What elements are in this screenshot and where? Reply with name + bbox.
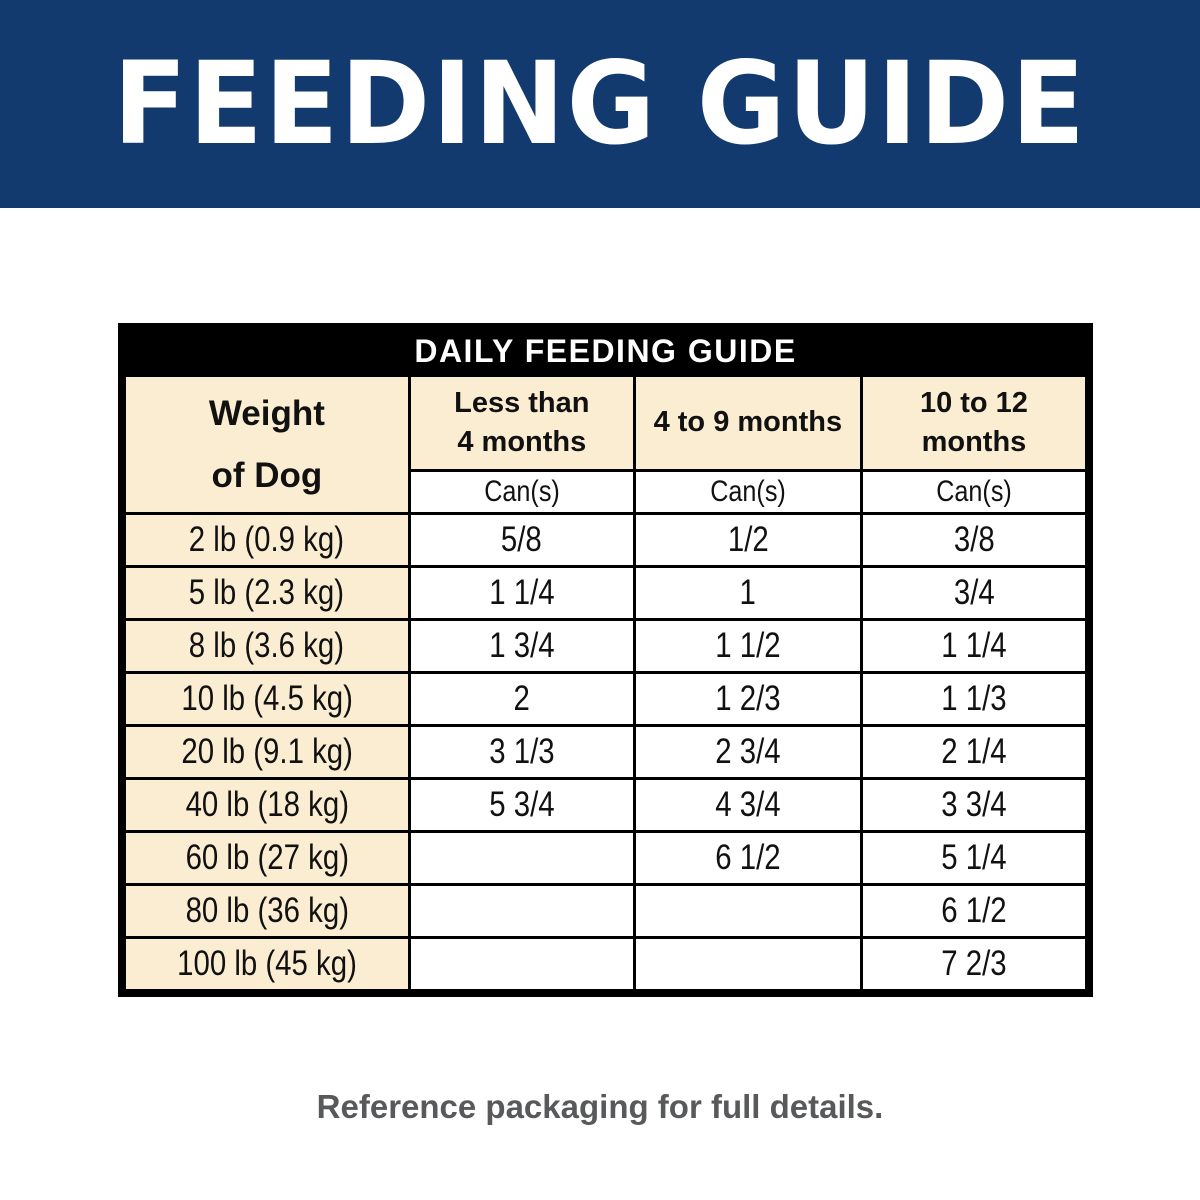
value-cell	[632, 883, 863, 939]
month-header-label: Less than 4 months	[454, 386, 590, 458]
weight-value: 10 lb (4.5 kg)	[181, 679, 353, 718]
value-cell: 1	[632, 565, 863, 621]
month-header-label: 4 to 9 months	[653, 406, 843, 439]
unit-cell-0: Can(s)	[407, 469, 636, 515]
weight-value: 20 lb (9.1 kg)	[181, 732, 353, 771]
banner: FEEDING GUIDE	[0, 0, 1200, 208]
value-cell: 5 3/4	[407, 777, 636, 833]
weight-cell: 40 lb (18 kg)	[123, 777, 411, 833]
month-header-label: 10 to 12 months	[919, 386, 1028, 458]
month-header-cell-0: Less than 4 months	[407, 374, 636, 472]
value-cell	[407, 830, 636, 886]
weight-cell: 8 lb (3.6 kg)	[123, 618, 411, 674]
value-cell: 1 1/2	[632, 618, 863, 674]
weight-value: 60 lb (27 kg)	[185, 838, 349, 877]
value-cell: 1 2/3	[632, 671, 863, 727]
value-cell: 3/8	[859, 512, 1089, 568]
cans-value: 5 1/4	[941, 838, 1007, 877]
weight-value: 5 lb (2.3 kg)	[189, 573, 345, 612]
unit-cell-1: Can(s)	[632, 469, 863, 515]
value-cell	[407, 936, 636, 992]
footer-note: Reference packaging for full details.	[316, 1088, 884, 1125]
value-cell	[632, 936, 863, 992]
table-title: DAILY FEEDING GUIDE	[123, 328, 1088, 374]
value-cell: 5 1/4	[859, 830, 1089, 886]
table-row: 80 lb (36 kg) 6 1/2	[123, 883, 1089, 939]
month-header-cell-2: 10 to 12 months	[859, 374, 1089, 472]
value-cell: 5/8	[407, 512, 636, 568]
table-row: 60 lb (27 kg) 6 1/2 5 1/4	[123, 830, 1089, 886]
banner-title: FEEDING GUIDE	[113, 37, 1087, 171]
value-cell: 3 1/3	[407, 724, 636, 780]
weight-value: 8 lb (3.6 kg)	[189, 626, 345, 665]
weight-value: 100 lb (45 kg)	[176, 944, 357, 983]
cans-value: 1	[739, 573, 757, 612]
value-cell: 6 1/2	[632, 830, 863, 886]
header-row: Weight of Dog Less than 4 months 4 to 9 …	[123, 374, 1089, 515]
cans-value: 6 1/2	[941, 891, 1007, 930]
cans-value: 3 1/3	[489, 732, 555, 771]
value-cell: 1 1/4	[859, 618, 1089, 674]
value-cell: 7 2/3	[859, 936, 1089, 992]
cans-value: 3/8	[953, 520, 995, 559]
value-cell: 1 1/3	[859, 671, 1089, 727]
weight-cell: 10 lb (4.5 kg)	[123, 671, 411, 727]
weight-value: 80 lb (36 kg)	[185, 891, 349, 930]
cans-value: 1 3/4	[489, 626, 555, 665]
weight-cell: 5 lb (2.3 kg)	[123, 565, 411, 621]
value-cell: 3 3/4	[859, 777, 1089, 833]
weight-cell: 2 lb (0.9 kg)	[123, 512, 411, 568]
weight-cell: 60 lb (27 kg)	[123, 830, 411, 886]
cans-value: 3/4	[953, 573, 995, 612]
cans-value: 3 3/4	[941, 785, 1007, 824]
weight-header-cell: Weight of Dog	[123, 374, 411, 515]
table-row: 10 lb (4.5 kg) 2 1 2/3 1 1/3	[123, 671, 1089, 727]
unit-label: Can(s)	[483, 475, 560, 508]
month-header-cell-1: 4 to 9 months	[632, 374, 863, 472]
value-cell: 2 3/4	[632, 724, 863, 780]
weight-header-line1: Weight	[208, 394, 325, 434]
feeding-guide-table: DAILY FEEDING GUIDE Weight of Dog Less t…	[118, 323, 1093, 997]
cans-value: 1 1/3	[941, 679, 1007, 718]
unit-label: Can(s)	[710, 475, 786, 508]
cans-value: 4 3/4	[715, 785, 781, 824]
unit-cell-2: Can(s)	[859, 469, 1089, 515]
table-row: 100 lb (45 kg) 7 2/3	[123, 936, 1089, 992]
value-cell: 2 1/4	[859, 724, 1089, 780]
table-row: 40 lb (18 kg) 5 3/4 4 3/4 3 3/4	[123, 777, 1089, 833]
table-row: 5 lb (2.3 kg) 1 1/4 1 3/4	[123, 565, 1089, 621]
table-row: 8 lb (3.6 kg) 1 3/4 1 1/2 1 1/4	[123, 618, 1089, 674]
cans-value: 1/2	[727, 520, 769, 559]
value-cell: 3/4	[859, 565, 1089, 621]
cans-value: 7 2/3	[941, 944, 1007, 983]
weight-cell: 80 lb (36 kg)	[123, 883, 411, 939]
cans-value: 1 1/4	[941, 626, 1007, 665]
table-row: 20 lb (9.1 kg) 3 1/3 2 3/4 2 1/4	[123, 724, 1089, 780]
cans-value: 2	[513, 679, 530, 718]
weight-cell: 100 lb (45 kg)	[123, 936, 411, 992]
value-cell: 6 1/2	[859, 883, 1089, 939]
cans-value: 5/8	[501, 520, 543, 559]
cans-value: 2 3/4	[715, 732, 781, 771]
value-cell	[407, 883, 636, 939]
value-cell: 1 3/4	[407, 618, 636, 674]
value-cell: 4 3/4	[632, 777, 863, 833]
cans-value: 2 1/4	[941, 732, 1007, 771]
weight-cell: 20 lb (9.1 kg)	[123, 724, 411, 780]
unit-row: Can(s) Can(s) Can(s)	[125, 469, 1089, 515]
cans-value: 6 1/2	[715, 838, 781, 877]
cans-value: 1 1/2	[715, 626, 781, 665]
value-cell: 1/2	[632, 512, 863, 568]
cans-value: 5 3/4	[489, 785, 555, 824]
feeding-table: Weight of Dog Less than 4 months 4 to 9 …	[123, 374, 1089, 992]
weight-value: 40 lb (18 kg)	[185, 785, 349, 824]
cans-value: 1 1/4	[489, 573, 555, 612]
table-row: 2 lb (0.9 kg) 5/8 1/2 3/8	[123, 512, 1089, 568]
value-cell: 2	[407, 671, 636, 727]
weight-header-line2: of Dog	[211, 455, 323, 495]
value-cell: 1 1/4	[407, 565, 636, 621]
unit-label: Can(s)	[936, 475, 1012, 508]
weight-value: 2 lb (0.9 kg)	[189, 520, 345, 559]
cans-value: 1 2/3	[715, 679, 781, 718]
